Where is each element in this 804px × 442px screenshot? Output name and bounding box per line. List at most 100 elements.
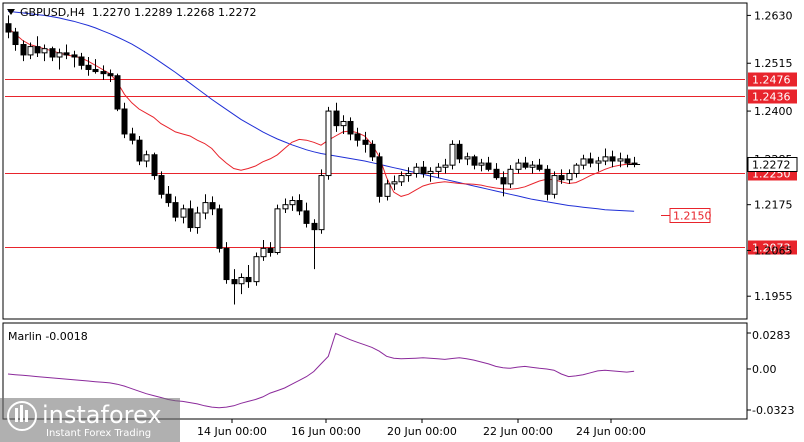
candle (245, 265, 252, 288)
candle (449, 140, 456, 170)
candle (71, 50, 78, 68)
candle (311, 219, 318, 270)
candle (165, 185, 172, 207)
candle (478, 158, 485, 172)
symbol-dropdown-icon[interactable] (7, 9, 15, 15)
price-level-label: 1.2436 (752, 91, 791, 104)
candle (34, 36, 41, 57)
moving-averages (7, 10, 635, 212)
candle (580, 154, 587, 170)
candle (376, 152, 383, 203)
candle (231, 269, 238, 305)
candle (56, 48, 63, 70)
candle (85, 57, 92, 76)
y-tick-label: 1.1955 (754, 290, 793, 303)
candle (456, 140, 463, 164)
candle (296, 194, 303, 216)
candle (187, 200, 194, 232)
y-tick-label: 1.2515 (754, 57, 793, 70)
candle (78, 52, 85, 70)
candle (107, 69, 114, 82)
candlesticks (5, 15, 641, 305)
candle (464, 152, 471, 166)
price-level-tag (748, 89, 797, 104)
candle (333, 102, 340, 132)
candle (325, 106, 332, 180)
candle (267, 242, 274, 257)
candle (289, 196, 296, 211)
x-tick-label: 24 Jun 00:00 (576, 425, 646, 438)
candle (216, 204, 223, 253)
candle (442, 158, 449, 174)
candle (573, 163, 580, 178)
candle (20, 40, 27, 62)
candle (471, 154, 478, 170)
x-tick-label: 22 Jun 00:00 (483, 425, 553, 438)
candle (369, 140, 376, 161)
logo-name: instaforex (42, 401, 162, 429)
logo-tagline: Instant Forex Trading (46, 428, 151, 439)
indicator-tick-mid: 0.00 (752, 363, 777, 376)
current-price-label: 1.2272 (752, 159, 791, 172)
price-level-label: 1.2073 (752, 242, 791, 255)
candle (92, 59, 99, 74)
slow-moving-average-line (7, 10, 635, 212)
candle (405, 167, 412, 182)
candle (100, 65, 107, 80)
x-tick-label: 20 Jun 00:00 (387, 425, 457, 438)
target-price-box (669, 208, 711, 223)
symbol-label: GBPUSD,H4 (20, 6, 85, 19)
instaforex-logo: instaforex Instant Forex Trading (0, 398, 180, 442)
candle (318, 169, 325, 234)
candle (595, 156, 602, 172)
candle (500, 171, 507, 197)
candle (617, 152, 624, 168)
candle (143, 150, 150, 168)
candle (413, 163, 420, 178)
candle (151, 152, 158, 180)
y-tick-label: 1.2175 (754, 199, 793, 212)
candle (114, 73, 121, 112)
y-tick-label: 1.2400 (754, 105, 793, 118)
candle (566, 169, 573, 184)
candle (340, 115, 347, 134)
candle (522, 156, 529, 170)
candle (41, 44, 48, 62)
logo-mark-icon (7, 401, 37, 431)
x-tick-label: 16 Jun 00:00 (291, 425, 361, 438)
ohlc-readout: 1.2270 1.2289 1.2268 1.2272 (92, 6, 256, 19)
candle (121, 102, 128, 139)
candle (427, 167, 434, 182)
candle (362, 131, 369, 153)
candle (282, 198, 289, 213)
price-level-label: 1.2476 (752, 74, 791, 87)
candle (172, 196, 179, 222)
candle (435, 163, 442, 178)
candle (587, 152, 594, 168)
candle (202, 194, 209, 220)
candle (129, 127, 136, 145)
fast-moving-average-line (7, 27, 635, 197)
candle (493, 163, 500, 180)
time-axis: 14 Jun 00:00 16 Jun 00:00 20 Jun 00:00 22 J… (197, 419, 646, 438)
candle (420, 161, 427, 178)
oscillator-line (7, 332, 635, 409)
candle (529, 161, 536, 174)
candle (260, 240, 267, 261)
candle (624, 154, 631, 168)
oscillator-series (7, 332, 751, 411)
y-tick-label: 1.2065 (754, 244, 793, 257)
candle (158, 171, 165, 199)
target-price-label: 1.2150 (673, 210, 712, 223)
candle (209, 196, 216, 216)
candle (274, 204, 281, 255)
candle (602, 148, 609, 166)
candle (544, 165, 551, 201)
candle (609, 150, 616, 168)
candle (253, 252, 260, 286)
indicator-tick-bottom: -0.0323 (752, 404, 794, 417)
candle (12, 27, 19, 51)
candle (551, 171, 558, 199)
candle (27, 42, 34, 60)
